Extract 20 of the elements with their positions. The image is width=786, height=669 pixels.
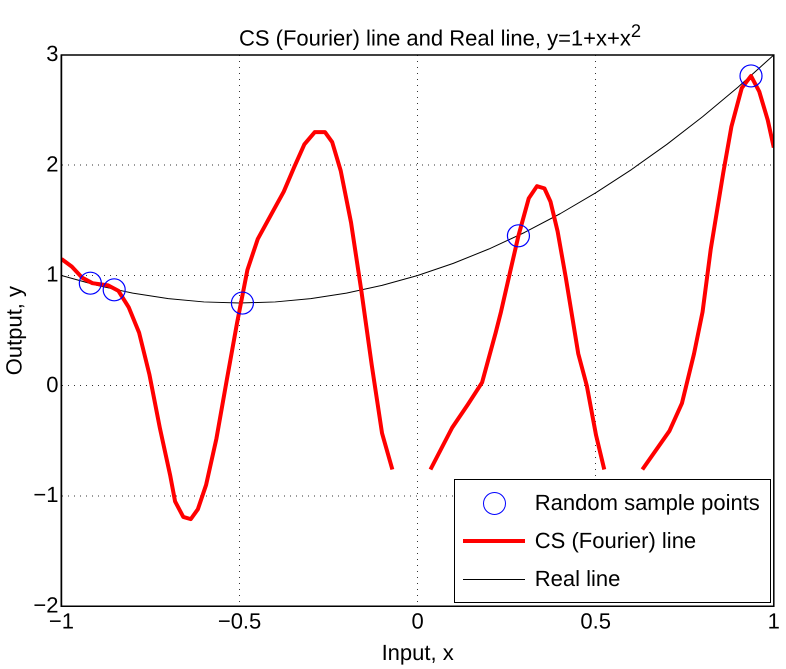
y-tick-label: 2 — [46, 151, 58, 176]
y-tick-label: 3 — [46, 41, 58, 66]
y-tick-label: 0 — [46, 372, 58, 397]
legend-label: Random sample points — [534, 490, 760, 516]
y-tick-label: 1 — [46, 262, 58, 287]
legend-label: CS (Fourier) line — [534, 528, 696, 554]
x-tick-label: 0.5 — [580, 608, 612, 634]
point — [78, 272, 102, 295]
point — [506, 224, 530, 248]
chart-title: CS (Fourier) line and Real line, y=1+x+x$^{2}$ — [238, 19, 642, 52]
point — [739, 64, 763, 88]
legend-label: Real line — [534, 566, 620, 592]
x-tick-label: 1 — [768, 608, 780, 634]
x-tick-label: −0.5 — [218, 608, 262, 634]
x-tick-label: 0 — [412, 608, 424, 634]
y-axis-title: Output, y — [1, 286, 26, 376]
point — [230, 291, 254, 315]
point — [102, 278, 126, 302]
y-tick-label: −1 — [33, 482, 58, 508]
x-axis-title: Input, x — [382, 640, 454, 665]
